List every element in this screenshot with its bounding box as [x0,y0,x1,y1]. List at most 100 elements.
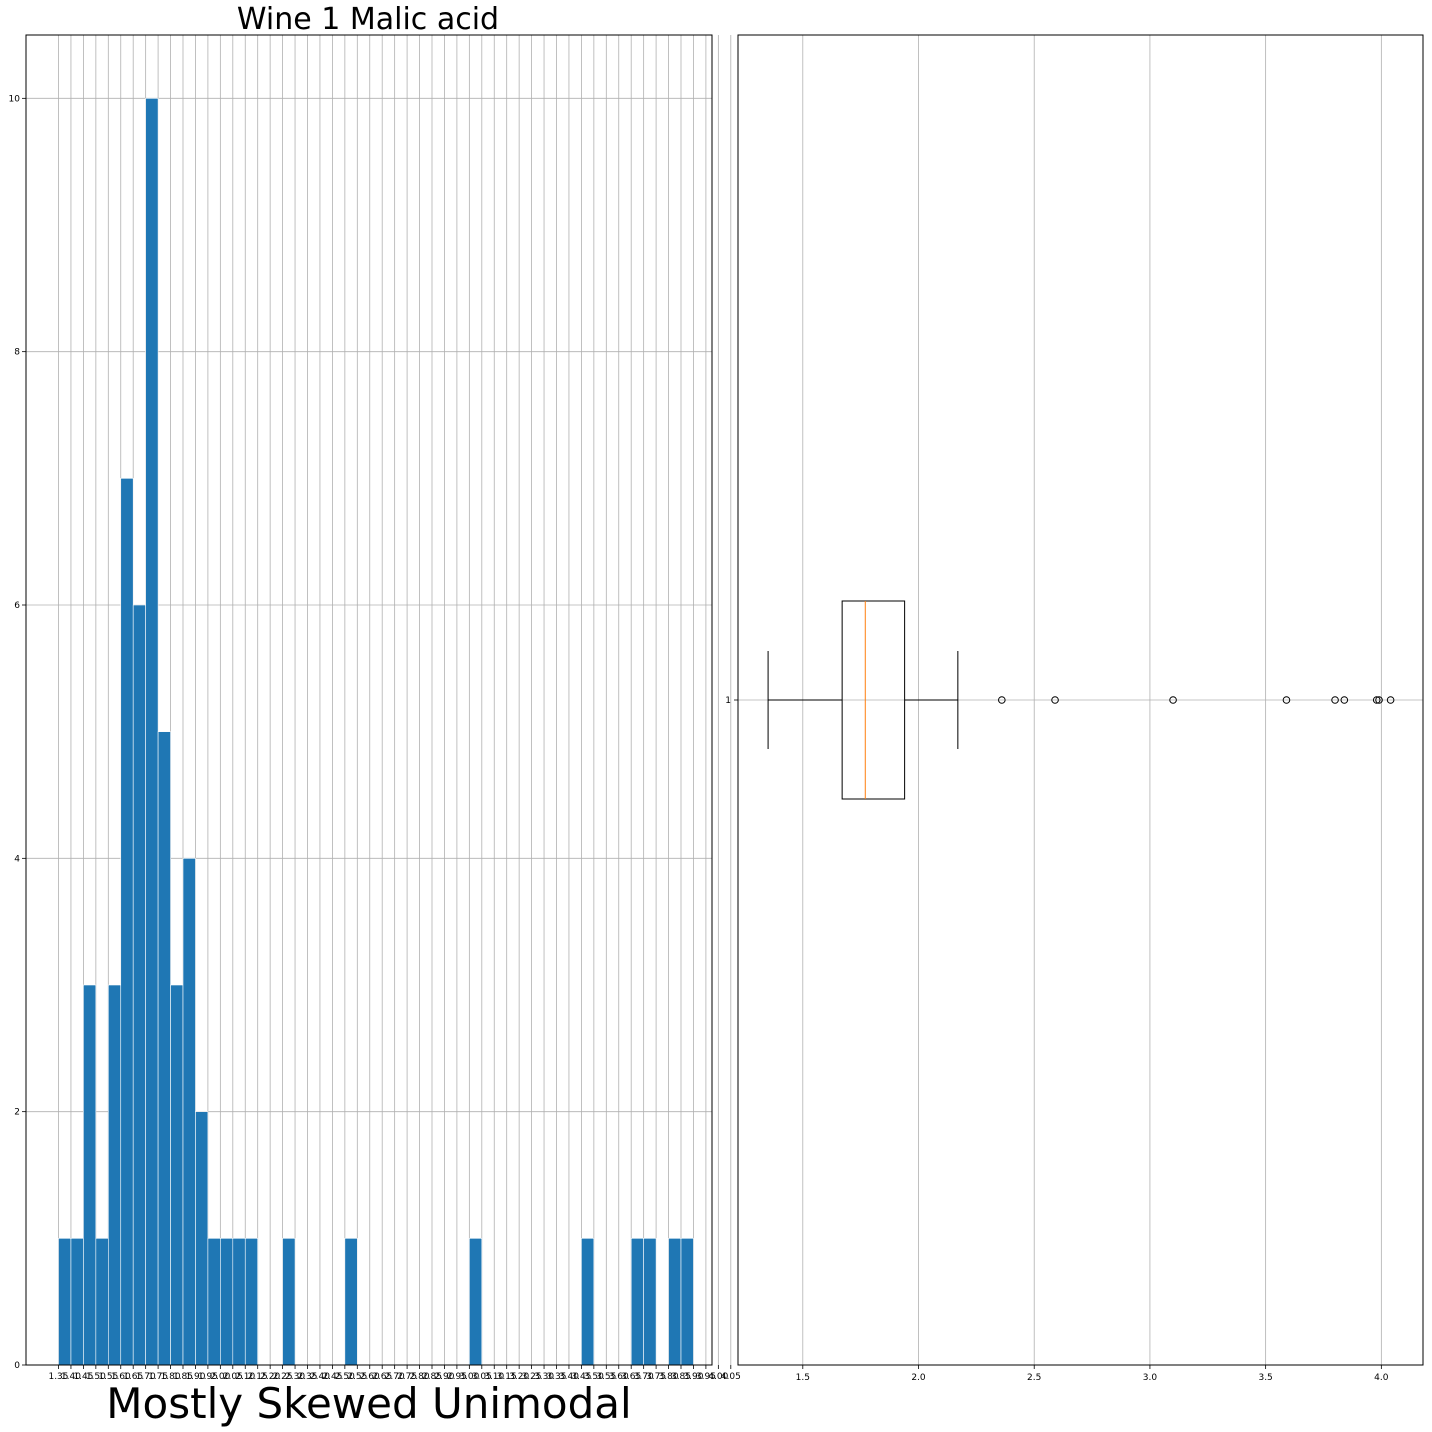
histogram-x-tick-label: 2.75 [397,1372,417,1382]
histogram-x-tick-label: 3.15 [497,1372,517,1382]
histogram-x-tick-label: 1.65 [123,1372,143,1382]
histogram-bar [344,1238,358,1366]
histogram-bar [182,858,196,1366]
boxplot-x-ticks: 1.5 2.0 2.5 3.0 3.5 4.0 [796,1365,1389,1383]
histogram-y-tick-label: 6 [14,601,20,611]
histogram-x-tick-label: 2.20 [260,1372,280,1382]
histogram-x-tick-label: 2.90 [434,1372,454,1382]
histogram-bar [244,1238,258,1366]
histogram-y-tick-label: 8 [14,348,20,358]
histogram-bar [232,1238,246,1366]
histogram-bar [207,1238,221,1366]
histogram-x-tick-label: 1.80 [161,1372,181,1382]
histogram-bar [120,478,134,1366]
boxplot-outlier-point [1340,696,1349,704]
histogram-bar [680,1238,694,1366]
histogram-x-tick-label: 3.95 [696,1372,716,1382]
boxplot-x-tick-label: 3.5 [1258,1373,1272,1383]
histogram-title: Wine 1 Malic acid [237,2,499,37]
histogram-x-tick-label: 1.70 [136,1372,156,1382]
histogram-bar [58,1238,72,1366]
boxplot-y-ticks: 1 [725,696,738,706]
histogram-x-tick-label: 1.75 [148,1372,168,1382]
histogram-x-tick-label: 3.20 [509,1372,529,1382]
histogram-x-tick-label: 3.45 [571,1372,591,1382]
histogram-bar [581,1238,595,1366]
boxplot-box [841,600,906,800]
histogram-x-tick-label: 2.95 [447,1372,467,1382]
histogram-x-tick-label: 1.35 [48,1372,68,1382]
histogram-x-tick-label: 3.85 [671,1372,691,1382]
boxplot-body [767,600,1395,800]
boxplot-y-tick-label: 1 [725,696,731,706]
histogram-x-tick-label: 3.10 [484,1372,504,1382]
histogram-x-tick-label: 2.70 [385,1372,405,1382]
histogram-x-tick-label: 1.60 [111,1372,131,1382]
histogram-bar [108,984,122,1366]
histogram-x-tick-label: 2.05 [223,1372,243,1382]
histogram-x-tick-label: 3.05 [472,1372,492,1382]
histogram-bar [132,604,146,1366]
histogram-x-tick-label: 1.55 [98,1372,118,1382]
histogram-x-tick-label: 3.35 [546,1372,566,1382]
histogram-x-tick-label: 1.85 [173,1372,193,1382]
histogram-x-tick-label: 3.00 [459,1372,479,1382]
histogram-bar [469,1238,483,1366]
histogram-x-tick-label: 2.65 [372,1372,392,1382]
histogram-x-tick-label: 1.40 [61,1372,81,1382]
histogram-x-ticks: 1.351.401.451.501.551.601.651.701.751.80… [48,1365,741,1382]
histogram-y-tick-label: 10 [9,94,21,104]
histogram-x-tick-label: 3.55 [596,1372,616,1382]
boxplot-x-tick-label: 2.0 [911,1373,926,1383]
histogram-axes-frame [25,34,713,1366]
histogram-x-tick-label: 3.70 [634,1372,654,1382]
boxplot-outlier-point [1282,696,1291,704]
boxplot-outlier-point [1386,696,1395,704]
histogram-bar [630,1238,644,1366]
boxplot-outlier-point [1051,696,1059,704]
boxplot-outlier-point [1331,696,1339,704]
histogram-bar [643,1238,657,1366]
histogram-x-tick-label: 2.00 [210,1372,230,1382]
histogram-bar [83,984,97,1366]
histogram-bars [58,98,694,1366]
histogram-x-tick-label: 1.45 [73,1372,93,1382]
histogram-x-tick-label: 3.40 [559,1372,579,1382]
histogram-y-ticks: 0 2 4 6 8 10 [9,94,26,1371]
histogram-bar [145,98,159,1366]
histogram-x-tick-label: 2.40 [310,1372,330,1382]
histogram-x-tick-label: 2.60 [360,1372,380,1382]
histogram-x-tick-label: 4.05 [721,1372,741,1382]
histogram-x-tick-label: 2.55 [347,1372,367,1382]
boxplot-outlier-point [1169,696,1177,704]
histogram-bar [195,1111,209,1366]
histogram-x-tick-label: 1.90 [185,1372,205,1382]
histogram-y-tick-label: 4 [14,854,20,864]
histogram-x-tick-label: 2.50 [335,1372,355,1382]
histogram-x-tick-label: 3.75 [646,1372,666,1382]
boxplot-outlier-point [998,696,1006,704]
histogram-bar [220,1238,234,1366]
histogram-bar [668,1238,682,1366]
histogram-x-tick-label: 3.30 [534,1372,554,1382]
histogram-bar [282,1238,296,1366]
histogram-bar [95,1238,109,1366]
histogram-x-tick-label: 3.50 [584,1372,604,1382]
histogram-x-label: Mostly Skewed Unimodal [106,1379,631,1428]
histogram-x-tick-label: 3.65 [621,1372,641,1382]
histogram-x-tick-label: 3.60 [609,1372,629,1382]
histogram-x-tick-label: 2.10 [235,1372,255,1382]
boxplot-x-tick-label: 1.5 [796,1373,810,1383]
boxplot-x-tick-label: 4.0 [1374,1373,1389,1383]
boxplot-x-tick-label: 3.0 [1143,1373,1158,1383]
histogram-bar [170,984,184,1366]
histogram-x-tick-label: 2.85 [422,1372,442,1382]
boxplot-panel: 1.5 2.0 2.5 3.0 3.5 4.0 1 [725,34,1424,1383]
histogram-y-tick-label: 2 [14,1108,20,1118]
histogram-bar [157,731,171,1366]
histogram-bar [70,1238,84,1366]
histogram-x-tick-label: 1.95 [198,1372,218,1382]
histogram-x-tick-label: 1.50 [86,1372,106,1382]
histogram-x-tick-label: 2.80 [410,1372,430,1382]
